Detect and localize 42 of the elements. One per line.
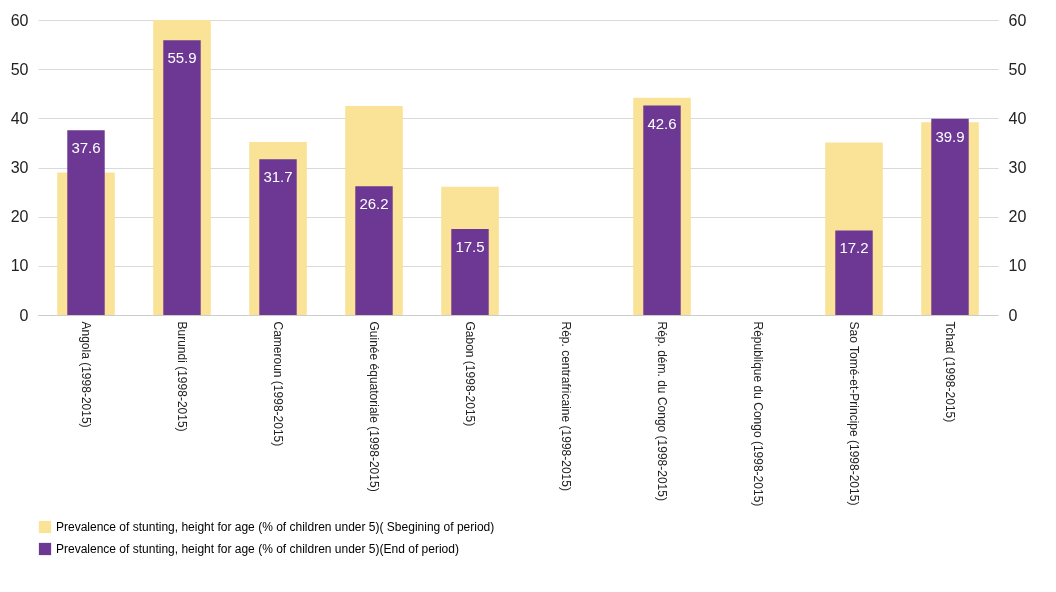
x-tick-label: Angola (1998-2015) <box>79 321 93 428</box>
y2-tick-label: 0 <box>1008 306 1018 324</box>
data-label: 42.6 <box>647 114 677 132</box>
data-label: 17.5 <box>455 237 485 255</box>
x-tick-label: Rép. centrafricaine (1998-2015) <box>559 321 573 491</box>
y2-tick-label: 20 <box>1008 208 1027 226</box>
bar <box>355 186 393 315</box>
x-tick-label: Burundi (1998-2015) <box>175 321 189 432</box>
y-tick-label: 30 <box>10 159 29 176</box>
y-tick-label: 60 <box>10 11 29 29</box>
x-tick-label: Sao Tomé-et-Principe (1998-2015) <box>847 321 861 506</box>
x-tick-label: Gabon (1998-2015) <box>463 321 477 427</box>
data-label: 26.2 <box>359 195 389 213</box>
y-tick-label: 10 <box>10 257 29 275</box>
data-label: 37.6 <box>71 139 101 157</box>
y-tick-label: 0 <box>19 306 29 324</box>
y2-tick-label: 50 <box>1008 60 1027 78</box>
bar <box>931 118 969 315</box>
data-label: 39.9 <box>935 127 965 145</box>
x-tick-label: Cameroun (1998-2015) <box>271 321 285 447</box>
bar <box>259 159 297 315</box>
data-label: 31.7 <box>263 168 293 186</box>
legend-label: Prevalence of stunting, height for age (% of children under 5)(End of period) <box>56 542 459 556</box>
data-label: 55.9 <box>167 49 197 67</box>
data-label: 17.2 <box>839 239 869 257</box>
y2-tick-label: 40 <box>1008 109 1027 127</box>
bar <box>67 130 105 315</box>
bar <box>643 105 681 315</box>
y-tick-label: 20 <box>10 208 29 226</box>
y-tick-label: 40 <box>10 109 29 127</box>
x-tick-label: Tchad (1998-2015) <box>943 321 957 423</box>
y2-tick-label: 30 <box>1008 159 1027 176</box>
x-tick-label: République du Congo (1998-2015) <box>751 321 765 507</box>
legend-label: Prevalence of stunting, height for age (% of children under 5)( Sbegining of period) <box>56 520 495 534</box>
y2-tick-label: 10 <box>1008 257 1027 275</box>
bar <box>835 230 873 315</box>
y-tick-label: 50 <box>10 60 29 78</box>
bar <box>451 228 489 315</box>
bar <box>163 40 201 315</box>
x-tick-label: Guinée équatoriale (1998-2015) <box>367 321 381 492</box>
y2-tick-label: 60 <box>1008 11 1027 29</box>
x-tick-label: Rép. dém. du Congo (1998-2015) <box>655 321 669 501</box>
